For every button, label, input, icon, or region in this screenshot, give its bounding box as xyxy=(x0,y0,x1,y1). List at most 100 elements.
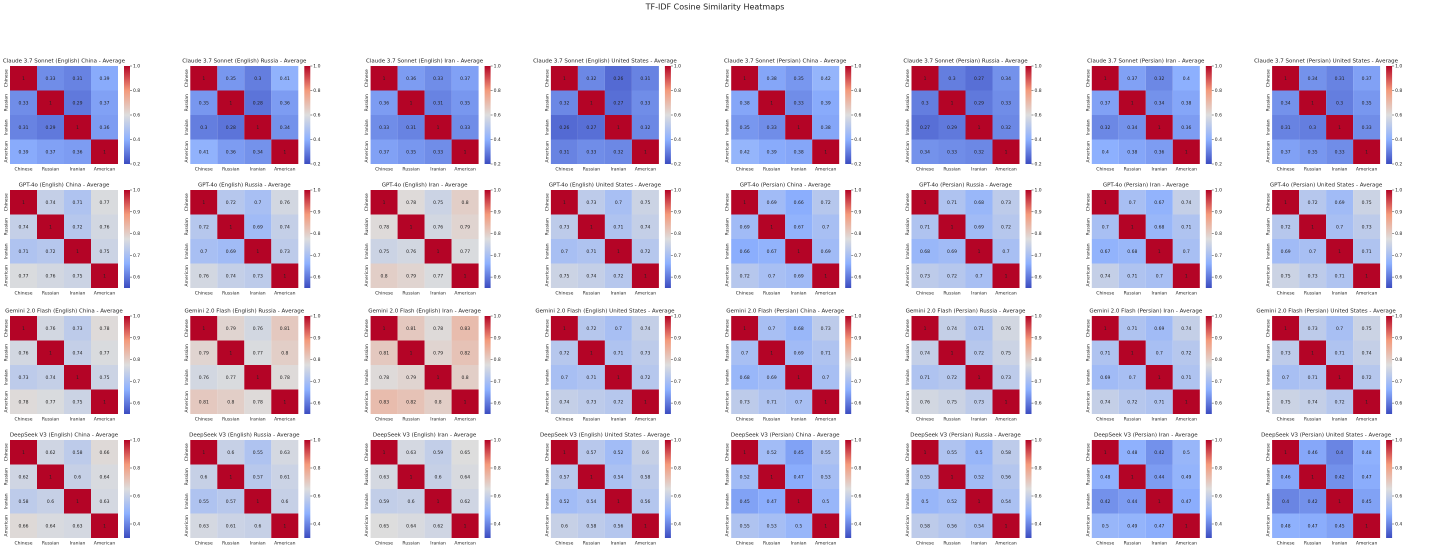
heatmap-cell xyxy=(604,489,632,514)
y-tick-label: Russian xyxy=(4,468,10,485)
heatmap-cell xyxy=(37,115,64,140)
x-tick-label: Chinese xyxy=(375,167,393,173)
y-tick-label: Russian xyxy=(725,218,731,235)
cell-label: 1 xyxy=(410,100,413,106)
y-tick-label: Chinese xyxy=(1085,319,1091,337)
heatmap-cell xyxy=(1172,340,1200,365)
colorbar xyxy=(664,316,671,414)
heatmap-cell xyxy=(217,489,245,514)
heatmap-cell xyxy=(911,316,939,341)
x-tick-label: American xyxy=(1356,541,1378,547)
heatmap-cell xyxy=(812,340,840,365)
heatmap-cell xyxy=(1353,66,1381,91)
heatmap-cell xyxy=(1353,389,1381,414)
cell-label: 0.29 xyxy=(947,125,957,131)
x-tick-label: Iranian xyxy=(430,291,446,297)
cell-label: 0.33 xyxy=(1001,100,1011,106)
cell-label: 0.7 xyxy=(822,375,829,381)
heatmap-cell xyxy=(812,440,840,465)
heatmap-cell xyxy=(785,214,813,239)
heatmap-cell xyxy=(992,263,1020,288)
x-tick-label: American xyxy=(94,417,116,423)
heatmap-cell xyxy=(1118,214,1146,239)
y-tick-label: American xyxy=(725,391,731,413)
cell-label: 1 xyxy=(824,399,827,405)
x-tick-label: Chinese xyxy=(15,291,33,297)
colorbar-tick-label: 0.8 xyxy=(1395,466,1402,472)
cell-label: 0.31 xyxy=(72,76,82,82)
cell-label: 0.67 xyxy=(1154,200,1164,206)
cell-label: 1 xyxy=(644,523,647,529)
cell-label: 0.73 xyxy=(72,326,82,332)
panel-title: Gemini 2.0 Flash (English) United States… xyxy=(535,309,675,315)
heatmap-cell xyxy=(244,115,272,140)
heatmap-cell xyxy=(64,90,91,115)
heatmap-cell xyxy=(992,90,1020,115)
heatmap-cell xyxy=(1145,263,1173,288)
y-tick-label: Iranian xyxy=(364,243,370,259)
heatmap-cell xyxy=(604,190,632,215)
cell-label: 0.35 xyxy=(1308,149,1318,155)
cell-label: 0.33 xyxy=(947,149,957,155)
colorbar-tick-label: 0.8 xyxy=(674,357,681,363)
cell-label: 0.72 xyxy=(640,249,650,255)
heatmap-cell xyxy=(244,214,272,239)
y-tick-label: Russian xyxy=(1085,94,1091,111)
heatmap-cell xyxy=(812,139,840,164)
cell-label: 0.5 xyxy=(795,523,802,529)
cell-label: 1 xyxy=(76,375,79,381)
heatmap-cell xyxy=(965,340,993,365)
heatmap-cell xyxy=(731,464,759,489)
colorbar-tick-label: 1.0 xyxy=(494,188,501,194)
colorbar-tick-label: 1.0 xyxy=(313,438,320,444)
cell-label: 0.73 xyxy=(920,273,930,279)
heatmap-cell xyxy=(37,214,64,239)
x-tick-label: Russian xyxy=(42,417,59,423)
heatmap-cell xyxy=(37,66,64,91)
cell-label: 0.48 xyxy=(1362,450,1372,456)
heatmap-cell xyxy=(1145,464,1173,489)
colorbar-tick-label: 0.6 xyxy=(494,494,501,500)
cell-label: 0.54 xyxy=(1001,499,1011,505)
cell-label: 0.69 xyxy=(821,249,831,255)
heatmap-cell xyxy=(550,190,578,215)
heatmap-cell xyxy=(397,464,425,489)
heatmap-cell xyxy=(1299,190,1327,215)
heatmap-cell xyxy=(424,365,452,390)
colorbar-tick-label: 1.0 xyxy=(854,438,861,444)
cell-label: 1 xyxy=(383,450,386,456)
heatmap-panel: Gemini 2.0 Flash (English) China - Avera… xyxy=(4,309,141,423)
heatmap-cell xyxy=(911,263,939,288)
cell-label: 1 xyxy=(644,149,647,155)
cell-label: 0.78 xyxy=(406,200,416,206)
cell-label: 0.32 xyxy=(1100,125,1110,131)
heatmap-cell xyxy=(577,464,605,489)
x-tick-label: American xyxy=(1176,291,1198,297)
heatmap-cell xyxy=(1299,489,1327,514)
heatmap-cell xyxy=(1091,340,1119,365)
heatmap-cell xyxy=(992,190,1020,215)
panel-title: GPT-4o (English) China - Average xyxy=(19,183,110,189)
cell-label: 0.81 xyxy=(379,350,389,356)
heatmap-cell xyxy=(91,316,118,341)
colorbar-tick-label: 0.4 xyxy=(674,137,681,143)
colorbar xyxy=(484,316,491,414)
colorbar-tick-label: 0.4 xyxy=(1215,137,1222,143)
heatmap-cell xyxy=(1353,464,1381,489)
x-tick-label: American xyxy=(94,291,116,297)
colorbar-tick-label: 0.4 xyxy=(1035,137,1042,143)
heatmap-cell xyxy=(397,263,425,288)
cell-label: 0.32 xyxy=(586,76,596,82)
x-tick-label: American xyxy=(635,167,657,173)
y-tick-label: Iranian xyxy=(1085,493,1091,509)
heatmap-cell xyxy=(1272,389,1300,414)
heatmap-cell xyxy=(938,66,966,91)
cell-label: 1 xyxy=(1365,149,1368,155)
heatmap-cell xyxy=(397,513,425,538)
heatmap-cell xyxy=(938,440,966,465)
cell-label: 0.33 xyxy=(767,125,777,131)
y-tick-label: Chinese xyxy=(1085,69,1091,87)
heatmap-cell xyxy=(965,389,993,414)
colorbar xyxy=(1386,440,1393,538)
y-tick-label: Chinese xyxy=(1266,319,1272,337)
